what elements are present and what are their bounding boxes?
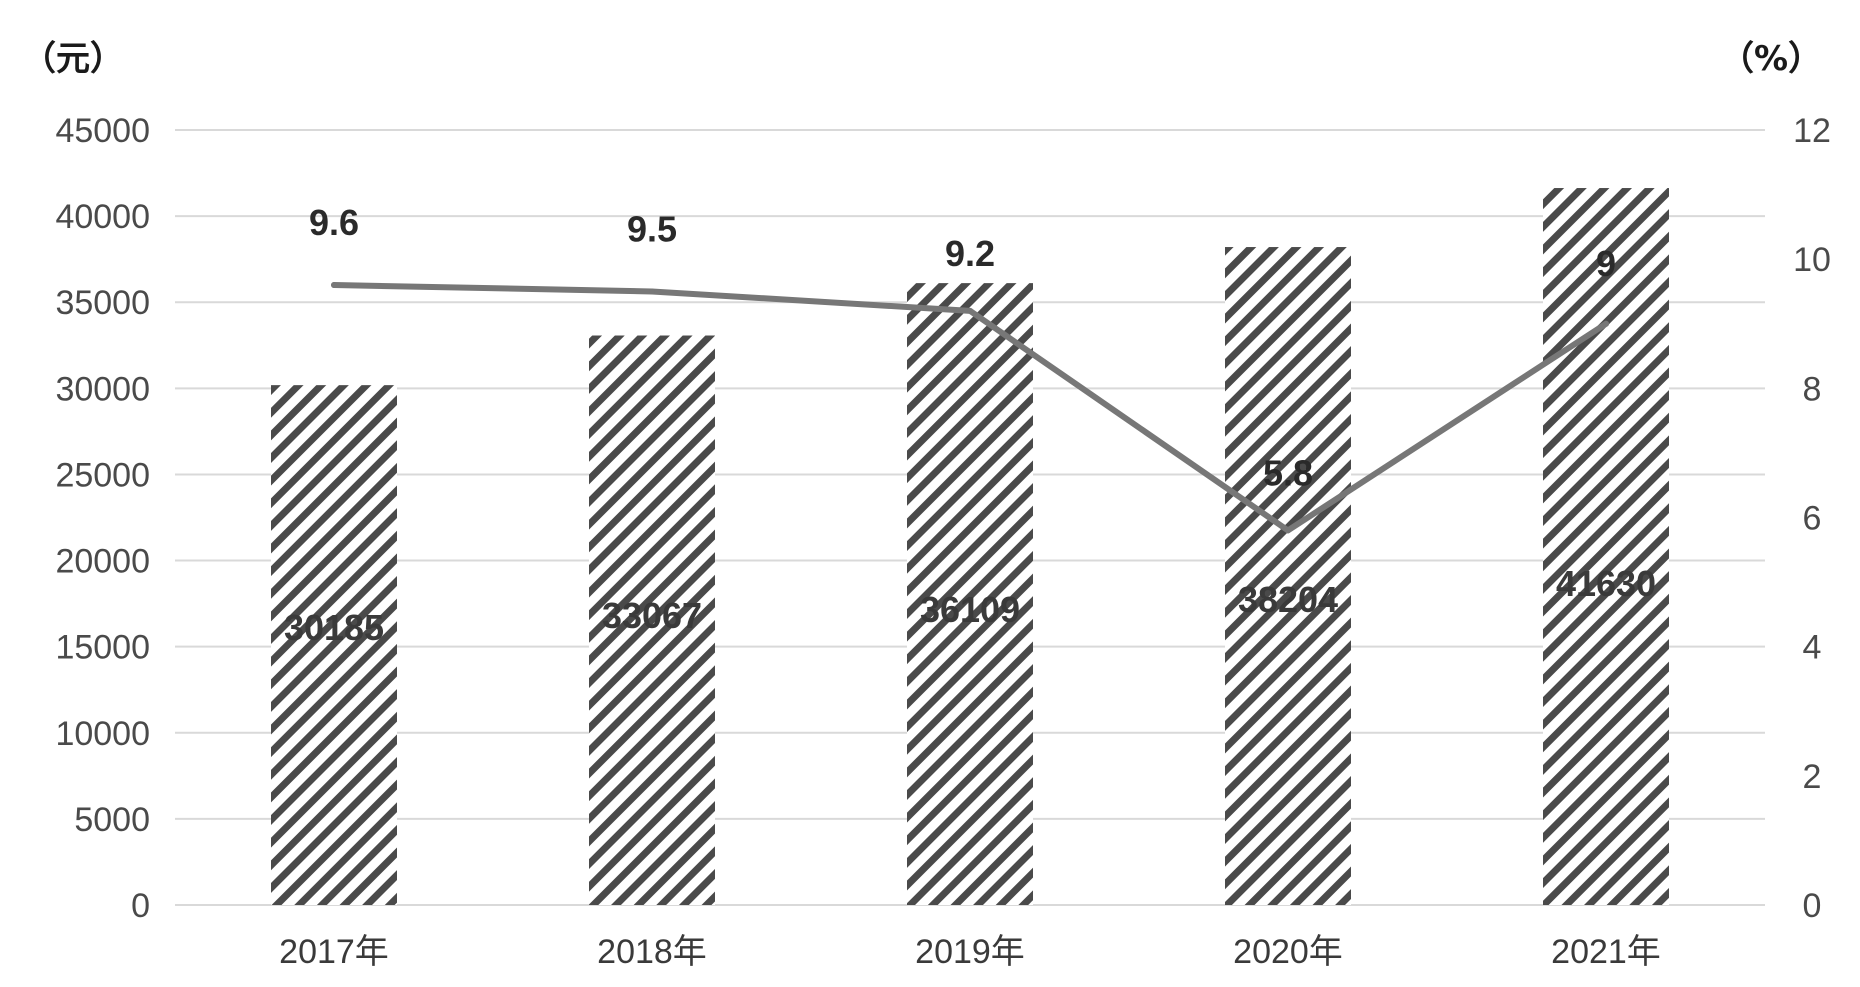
left-tick-label: 15000 [55, 629, 150, 667]
left-tick-label: 20000 [55, 543, 150, 581]
line-value-label: 5.8 [1263, 452, 1313, 493]
right-tick-label: 10 [1793, 241, 1831, 279]
left-tick-label: 5000 [74, 801, 150, 839]
x-category-label: 2018年 [597, 933, 707, 971]
bar-series [271, 188, 1669, 906]
left-tick-label: 40000 [55, 198, 150, 236]
bar-value-label: 33067 [602, 595, 702, 636]
left-tick-label: 45000 [55, 112, 150, 150]
left-y-axis: 0 5000 10000 15000 20000 25000 30000 35000 40000… [55, 112, 150, 925]
bar [271, 385, 397, 905]
left-tick-label: 35000 [55, 284, 150, 322]
left-tick-label: 30000 [55, 370, 150, 408]
x-category-label: 2020年 [1233, 933, 1343, 971]
right-axis-unit: （%） [1720, 39, 1822, 79]
bar-value-label: 30185 [284, 607, 384, 648]
left-tick-label: 10000 [55, 715, 150, 753]
right-y-axis: 0 2 4 6 8 10 12 [1793, 112, 1831, 925]
line-value-label: 9 [1596, 243, 1616, 284]
x-category-label: 2017年 [279, 933, 389, 971]
line-point [331, 282, 337, 288]
bar-value-labels: 30185 33067 36109 38204 41630 [284, 563, 1656, 648]
right-tick-label: 0 [1803, 887, 1822, 925]
line-point [649, 288, 655, 295]
line-value-label: 9.2 [945, 233, 995, 274]
bar [1225, 247, 1351, 905]
line-series [331, 282, 1609, 534]
bar [1543, 188, 1669, 906]
line-value-label: 9.5 [627, 208, 677, 249]
bar [589, 335, 715, 905]
right-tick-label: 6 [1803, 500, 1822, 538]
right-tick-label: 8 [1803, 370, 1822, 408]
x-category-label: 2021年 [1551, 933, 1661, 971]
x-axis-categories: 2017年 2018年 2019年 2020年 2021年 [279, 933, 1661, 971]
line-point [1285, 527, 1291, 534]
bar-value-label: 38204 [1238, 579, 1338, 620]
bar-value-label: 41630 [1556, 563, 1656, 604]
left-tick-label: 0 [131, 887, 150, 925]
right-tick-label: 4 [1803, 629, 1822, 667]
line-value-labels: 9.6 9.5 9.2 5.8 9 [309, 202, 1616, 493]
line-value-label: 9.6 [309, 202, 359, 243]
left-tick-label: 25000 [55, 456, 150, 494]
x-category-label: 2019年 [915, 933, 1025, 971]
right-tick-label: 12 [1793, 112, 1831, 150]
bar-value-label: 36109 [920, 589, 1020, 630]
left-axis-unit: （元） [22, 39, 124, 79]
line-point [1603, 320, 1609, 327]
bar [907, 283, 1033, 905]
line-point [967, 307, 973, 314]
right-tick-label: 2 [1803, 758, 1822, 796]
